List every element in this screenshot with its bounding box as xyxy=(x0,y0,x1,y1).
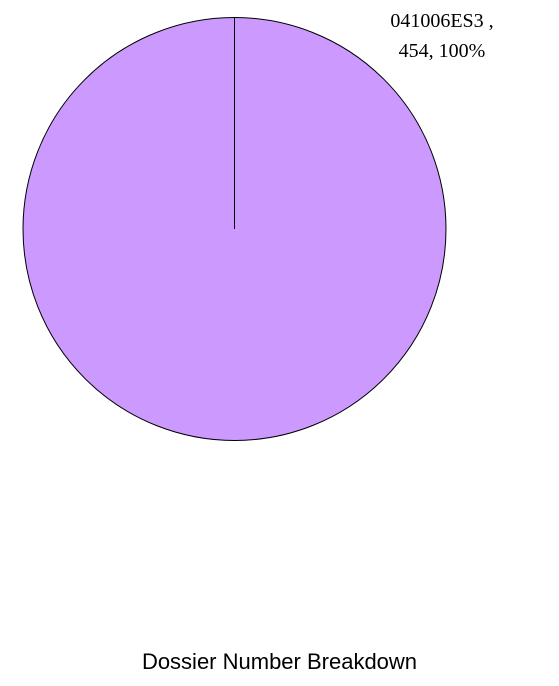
chart-title: Dossier Number Breakdown xyxy=(141,649,418,674)
data-label-line-2: 454, 100% xyxy=(399,40,486,62)
data-label-line-1: 041006ES3 , xyxy=(390,10,493,32)
data-labels: 041006ES3 , 454, 100% xyxy=(390,10,493,62)
pie-slices xyxy=(22,17,447,441)
